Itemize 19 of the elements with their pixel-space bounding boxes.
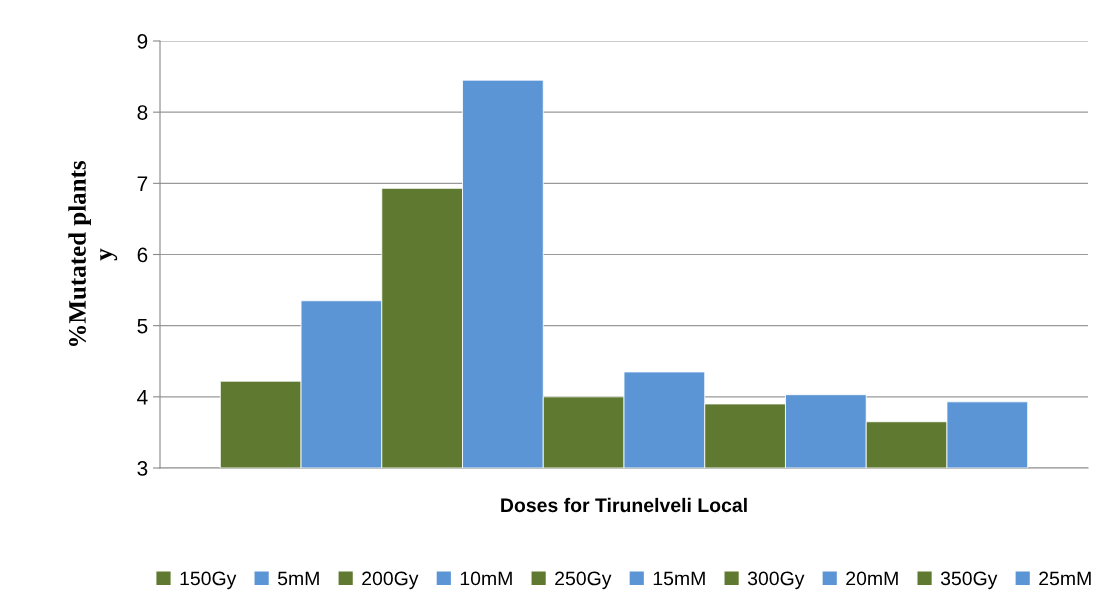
- y-tick-label: 5: [137, 318, 148, 334]
- legend-label: 300Gy: [747, 571, 805, 590]
- legend-label: 10mM: [460, 571, 512, 586]
- legend-label: 350Gy: [940, 571, 998, 590]
- legend-label: 250Gy: [555, 571, 612, 590]
- legend-label: 150Gy: [180, 571, 237, 590]
- y-tick-label: 6: [137, 247, 148, 263]
- legend-label: 200Gy: [362, 571, 419, 590]
- y-tick-label: 4: [137, 390, 148, 405]
- y-tick-label: 7: [137, 176, 148, 191]
- y-tick-label: 9: [137, 34, 148, 49]
- legend-label: 15mM: [653, 571, 705, 586]
- legend-label: 25mM: [1039, 571, 1091, 586]
- legend-label: 5mM: [277, 571, 319, 586]
- y-axis-title: %Mutated plants y: [68, 161, 118, 347]
- x-axis-title: Doses for Tirunelveli Local: [501, 497, 747, 513]
- y-tick-label: 8: [137, 105, 148, 120]
- y-tick-label: 3: [137, 461, 148, 476]
- legend-label: 20mM: [846, 571, 898, 586]
